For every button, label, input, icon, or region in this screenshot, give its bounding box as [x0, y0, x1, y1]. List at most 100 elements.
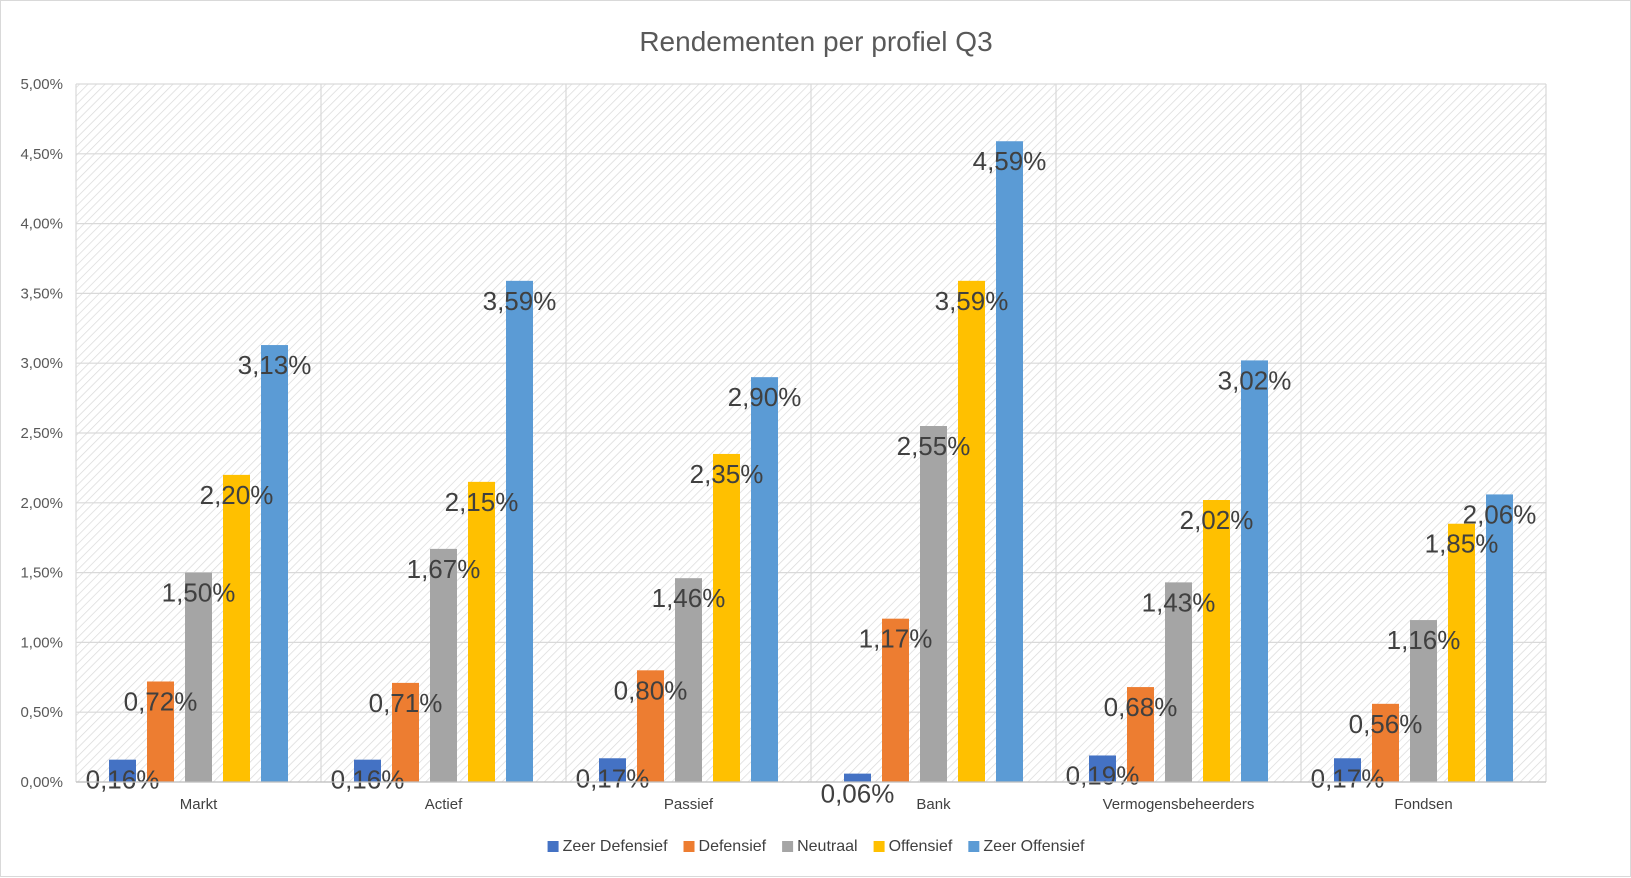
bar: [958, 280, 985, 782]
bar: [506, 280, 533, 782]
data-label: 1,85%: [1425, 529, 1499, 559]
y-tick-label: 1,00%: [20, 634, 63, 651]
bar: [1203, 500, 1230, 782]
data-label: 2,20%: [200, 480, 274, 510]
data-label: 2,35%: [690, 459, 764, 489]
legend-swatch: [873, 841, 885, 852]
legend-label: Offensief: [889, 838, 953, 855]
x-category-label: Fondsen: [1394, 796, 1452, 813]
data-label: 2,55%: [897, 431, 971, 461]
data-label: 2,06%: [1463, 499, 1537, 529]
bar: [147, 681, 174, 782]
y-tick-label: 5,00%: [20, 76, 63, 93]
gridlines: [75, 83, 1547, 783]
bar: [1127, 687, 1154, 782]
data-label: 1,50%: [162, 578, 236, 608]
data-label: 0,71%: [369, 688, 443, 718]
bar: [1241, 360, 1268, 782]
data-label: 1,67%: [407, 554, 481, 584]
data-label: 3,13%: [238, 350, 312, 380]
chart-title: Rendementen per profiel Q3: [639, 26, 992, 57]
legend-item: Offensief: [873, 838, 953, 855]
bar: [1334, 758, 1361, 782]
data-label: 2,15%: [445, 487, 519, 517]
legend-swatch: [968, 841, 980, 852]
data-labels: 0,16% 0,72% 1,50% 2,20% 3,13% 0,16% 0,71% 1,67%…: [86, 146, 1537, 808]
x-category-label: Actief: [425, 796, 463, 813]
bar: [713, 453, 740, 782]
axes: 0,00% 0,50% 1,00% 1,50% 2,00% 2,50% 3,00% 3,50%…: [20, 76, 1546, 813]
bar: [223, 474, 250, 782]
y-tick-label: 3,00%: [20, 355, 63, 372]
data-label: 1,17%: [859, 624, 933, 654]
data-label: 3,59%: [935, 286, 1009, 316]
data-label: 1,16%: [1387, 625, 1461, 655]
data-label: 0,68%: [1104, 692, 1178, 722]
data-label: 0,16%: [331, 765, 405, 795]
data-label: 1,43%: [1142, 587, 1216, 617]
data-label: 4,59%: [973, 146, 1047, 176]
bar: [675, 578, 702, 782]
data-label: 0,72%: [124, 686, 198, 716]
legend-item: Neutraal: [782, 838, 858, 855]
bar: [392, 682, 419, 782]
y-tick-label: 3,50%: [20, 285, 63, 302]
bar: [109, 759, 136, 782]
y-tick-label: 2,50%: [20, 425, 63, 442]
legend-item: Zeer Defensief: [547, 838, 668, 855]
legend-label: Defensief: [699, 838, 767, 855]
bar: [1089, 755, 1116, 782]
bar: [1486, 494, 1513, 782]
legend-item: Defensief: [683, 838, 767, 855]
bar: [599, 758, 626, 782]
legend-item: Zeer Offensief: [968, 838, 1085, 855]
data-label: 2,02%: [1180, 505, 1254, 535]
legend-label: Zeer Defensief: [563, 838, 668, 855]
data-label: 1,46%: [652, 583, 726, 613]
bar: [882, 618, 909, 782]
x-category-label: Markt: [180, 796, 218, 813]
y-tick-label: 0,50%: [20, 704, 63, 721]
data-label: 2,90%: [728, 382, 802, 412]
data-label: 0,56%: [1349, 709, 1423, 739]
bars: [109, 141, 1513, 783]
legend-swatch: [782, 841, 794, 852]
legend-swatch: [683, 841, 695, 852]
data-label: 0,17%: [576, 763, 650, 793]
y-tick-label: 0,00%: [20, 774, 63, 791]
bar: [920, 426, 947, 782]
data-label: 0,17%: [1311, 763, 1385, 793]
data-label: 3,02%: [1218, 365, 1292, 395]
bar: [751, 377, 778, 782]
y-tick-label: 2,00%: [20, 495, 63, 512]
bar: [261, 345, 288, 782]
legend: Zeer Defensief Defensief Neutraal Offensief…: [547, 838, 1085, 855]
bar: [1448, 523, 1475, 782]
x-category-label: Bank: [916, 796, 951, 813]
bar: [996, 141, 1023, 783]
data-label: 0,16%: [86, 765, 160, 795]
x-category-label: Vermogensbeheerders: [1103, 796, 1255, 813]
bar: [185, 572, 212, 782]
bar: [844, 773, 871, 782]
bar: [354, 759, 381, 782]
bar: [430, 548, 457, 782]
y-tick-label: 4,50%: [20, 146, 63, 163]
legend-swatch: [547, 841, 559, 852]
y-tick-label: 1,50%: [20, 565, 63, 582]
y-tick-label: 4,00%: [20, 216, 63, 233]
legend-label: Zeer Offensief: [983, 838, 1085, 855]
data-label: 0,80%: [614, 675, 688, 705]
data-label: 3,59%: [483, 286, 557, 316]
bar: [1165, 582, 1192, 782]
legend-label: Neutraal: [797, 838, 857, 855]
bar: [637, 670, 664, 782]
bar: [1372, 703, 1399, 782]
bar: [468, 481, 495, 782]
data-label: 0,19%: [1066, 760, 1140, 790]
bar: [1410, 620, 1437, 782]
x-category-label: Passief: [664, 796, 714, 813]
data-label: 0,06%: [821, 779, 895, 809]
